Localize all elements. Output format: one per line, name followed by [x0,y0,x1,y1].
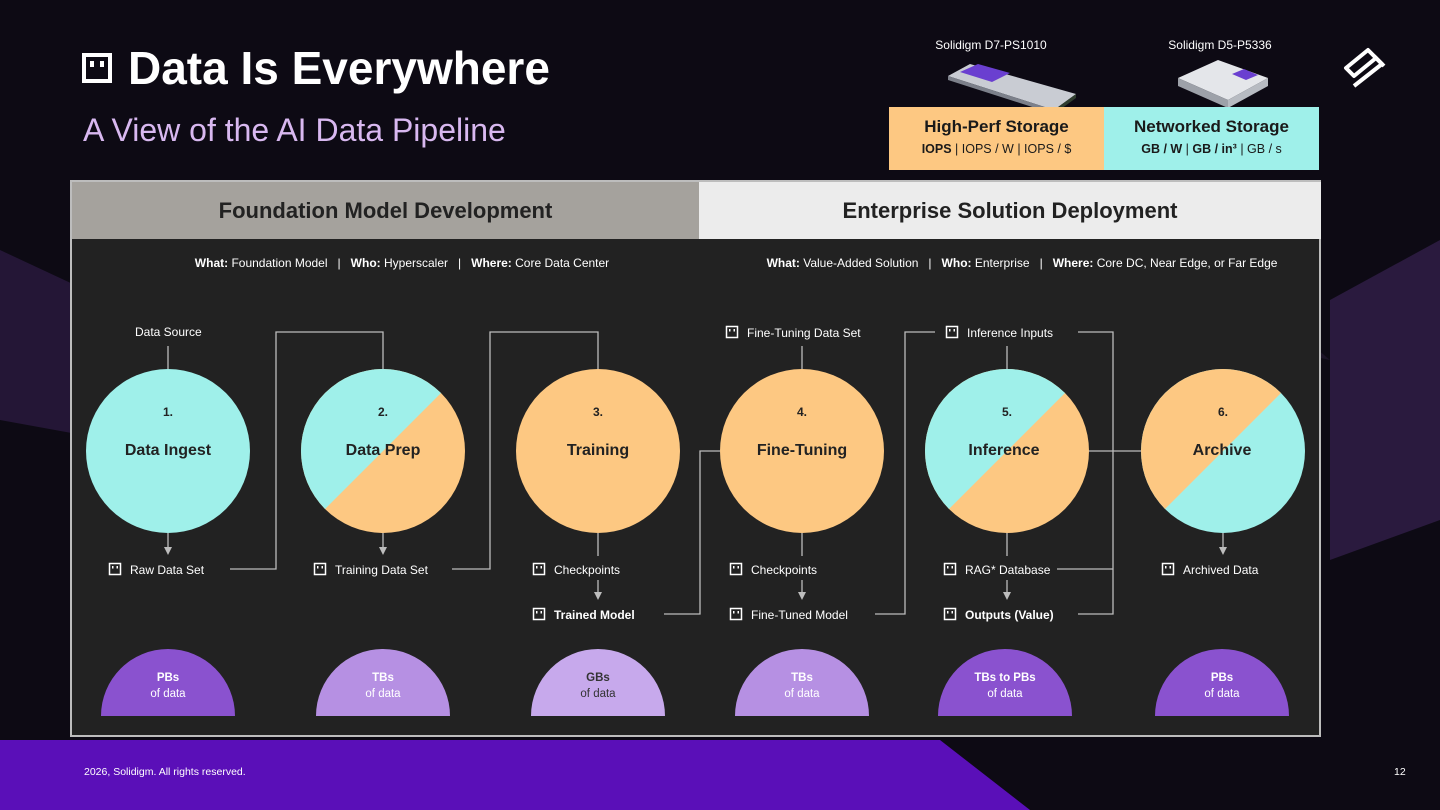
file-icon [82,53,112,83]
file-icon [532,562,546,576]
label-fine-tuning-data-set: Fine-Tuning Data Set [725,325,861,340]
stage-circle-inference [925,369,1089,533]
stage-circle-archive [1141,369,1305,533]
storage-heading: High-Perf Storage [924,117,1069,136]
storage-box-high-perf: High-Perf Storage IOPS | IOPS / W | IOPS… [889,107,1104,170]
label-rag-database: RAG* Database [943,562,1050,577]
title-group: Data Is Everywhere [80,40,550,96]
section-info-enterprise: What: Value-Added Solution | Who: Enterp… [766,256,1278,270]
copyright-footer: 2026, Solidigm. All rights reserved. [84,766,246,778]
stage-circle-data-ingest [86,369,250,533]
arrowheads [164,547,1227,600]
label-data-source: Data Source [135,325,202,339]
stage-number: 1. [162,405,173,419]
page-subtitle: A View of the AI Data Pipeline [83,112,506,148]
stage-name: Data Prep [345,442,421,459]
label-training-data-set: Training Data Set [313,562,428,577]
ssd-d5-image [1178,60,1268,108]
stage-circle-fine-tuning [720,369,884,533]
stage-number: 3. [592,405,603,419]
stage-number: 6. [1217,405,1228,419]
section-info-foundation: What: Foundation Model | Who: Hyperscale… [194,256,610,270]
file-icon [313,562,327,576]
file-icon [108,562,122,576]
stage-number: 4. [796,405,807,419]
label-archived-data: Archived Data [1161,562,1258,577]
stage-number: 5. [1001,405,1012,419]
file-icon [725,325,739,339]
label-trained-model: Trained Model [532,607,635,622]
page-number: 12 [1394,766,1406,778]
stage-circle-training [516,369,680,533]
label-checkpoints-finetuning: Checkpoints [729,562,817,577]
section-header-foundation: Foundation Model Development [72,182,699,239]
storage-heading: Networked Storage [1134,117,1289,136]
file-icon [729,607,743,621]
stage-number: 2. [377,405,388,419]
label-raw-data-set: Raw Data Set [108,562,204,577]
storage-box-networked: Networked Storage GB / W | GB / in³ | GB… [1104,107,1319,170]
product-label-d5: Solidigm D5-P5336 [1168,38,1272,52]
storage-metrics: GB / W | GB / in³ | GB / s [1141,142,1282,156]
page-title: Data Is Everywhere [128,42,550,94]
stage-name: Training [566,442,630,459]
file-icon [943,562,957,576]
file-icon [945,325,959,339]
section-header-enterprise: Enterprise Solution Deployment [699,182,1321,239]
stage-name: Fine-Tuning [756,442,848,459]
file-icon [943,607,957,621]
file-icon [1161,562,1175,576]
label-inference-inputs: Inference Inputs [945,325,1053,340]
stage-name: Data Ingest [124,442,212,459]
pipeline-panel: Foundation Model Development Enterprise … [70,180,1321,737]
stage-name: Archive [1192,442,1252,459]
storage-metrics: IOPS | IOPS / W | IOPS / $ [921,142,1072,156]
connector-lines [167,331,1224,615]
label-checkpoints-training: Checkpoints [532,562,620,577]
file-icon [532,607,546,621]
stage-name: Inference [968,442,1040,459]
product-label-d7: Solidigm D7-PS1010 [935,38,1047,52]
stage-circle-data-prep [301,369,465,533]
label-fine-tuned-model: Fine-Tuned Model [729,607,848,622]
label-outputs: Outputs (Value) [943,607,1054,622]
solidigm-logo-icon [1344,48,1386,88]
file-icon [729,562,743,576]
